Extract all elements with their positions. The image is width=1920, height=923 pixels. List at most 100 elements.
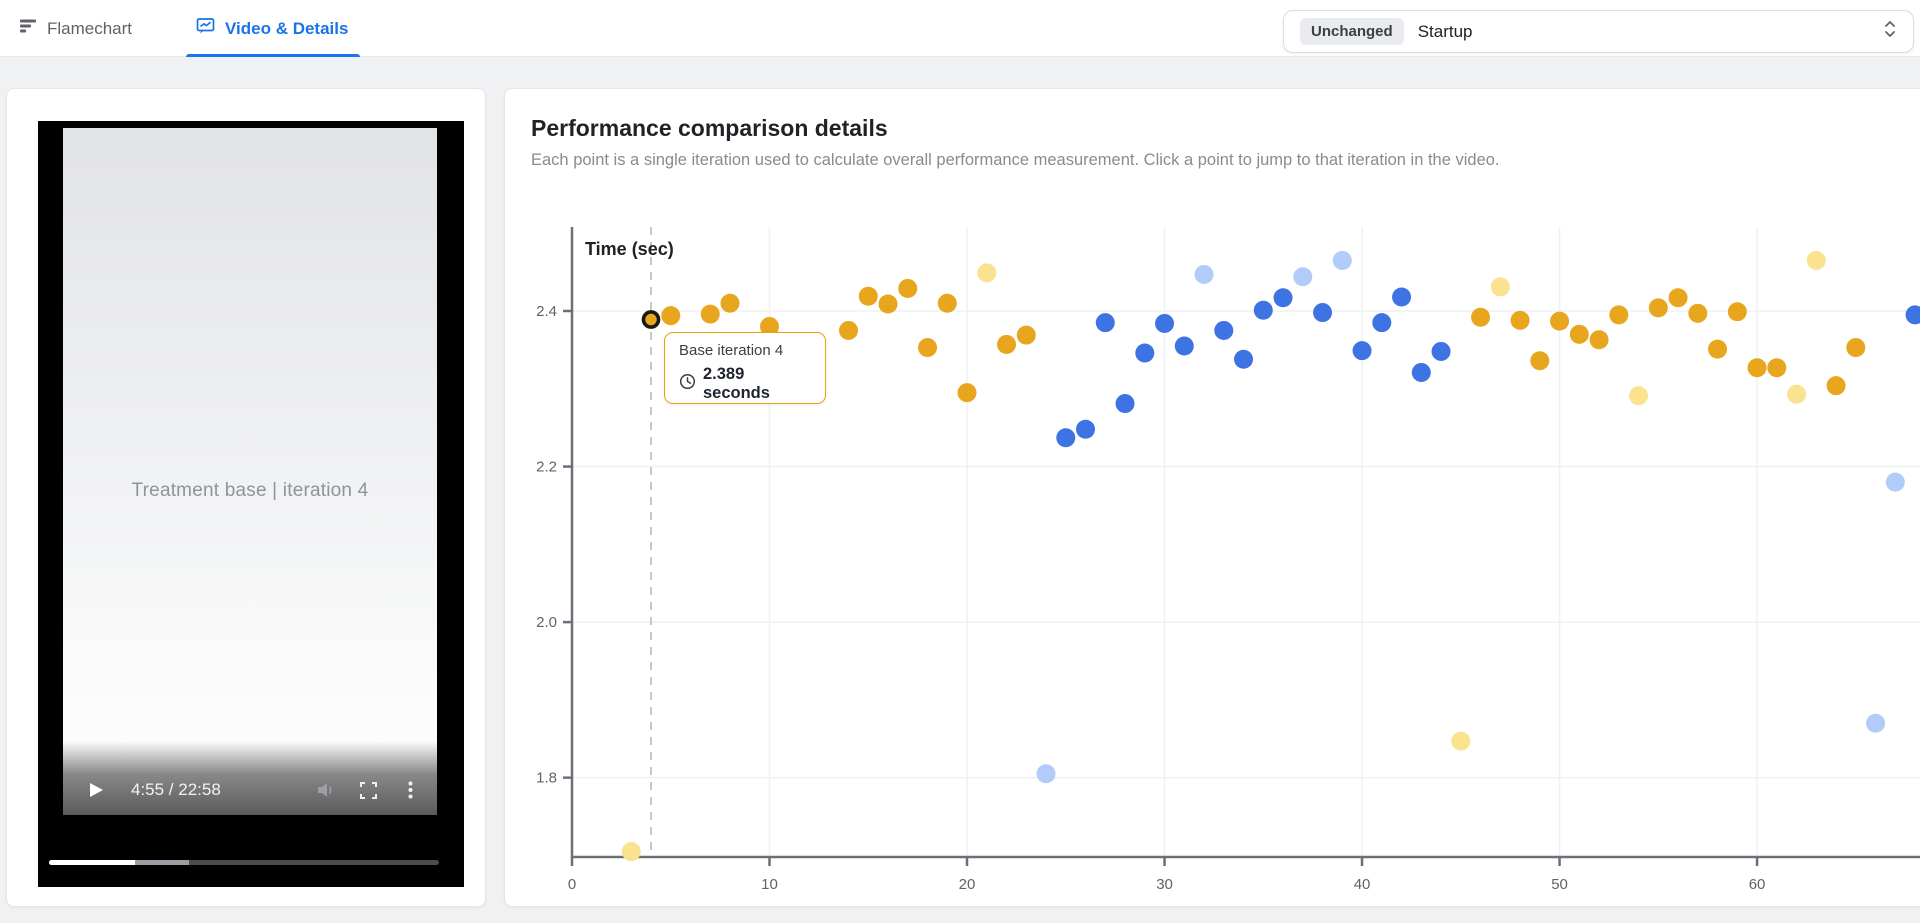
- clock-icon: [679, 373, 696, 395]
- video-progress-bar[interactable]: [49, 860, 439, 865]
- data-point-treatment[interactable]: [1313, 303, 1333, 323]
- data-point-base[interactable]: [1846, 338, 1866, 358]
- data-point-base[interactable]: [661, 306, 681, 326]
- data-point-base[interactable]: [997, 334, 1017, 354]
- data-point-treatment[interactable]: [1056, 428, 1076, 448]
- data-point-treatment[interactable]: [1115, 394, 1135, 414]
- data-point-base_faded[interactable]: [1451, 731, 1471, 751]
- data-point-base[interactable]: [1530, 351, 1550, 371]
- data-point-base[interactable]: [1826, 376, 1846, 396]
- x-tick-label: 40: [1354, 876, 1371, 893]
- data-point-base[interactable]: [858, 286, 878, 306]
- x-tick-label: 20: [959, 876, 976, 893]
- data-point-treatment_faded[interactable]: [1885, 472, 1905, 492]
- select-chevrons-icon: [1883, 18, 1897, 45]
- x-tick-label: 60: [1749, 876, 1766, 893]
- x-tick-label: 50: [1551, 876, 1568, 893]
- data-point-treatment_faded[interactable]: [1332, 250, 1352, 270]
- data-point-treatment[interactable]: [1431, 341, 1451, 361]
- data-point-treatment_faded[interactable]: [1866, 713, 1886, 733]
- data-point-treatment[interactable]: [1155, 313, 1175, 333]
- data-point-base[interactable]: [720, 293, 740, 313]
- data-point-base[interactable]: [878, 294, 898, 314]
- y-tick-label: 2.2: [536, 459, 557, 476]
- video-overlay-title: Treatment base | iteration 4: [131, 480, 369, 501]
- data-point-base[interactable]: [1016, 325, 1036, 345]
- data-point-treatment_faded[interactable]: [1194, 264, 1214, 284]
- data-point-base[interactable]: [1688, 303, 1708, 323]
- flamechart-icon: [20, 18, 37, 39]
- data-point-treatment[interactable]: [1135, 343, 1155, 363]
- data-point-base[interactable]: [1569, 324, 1589, 344]
- video-player[interactable]: Treatment base | iteration 4 4:55 / 22:5…: [38, 121, 464, 887]
- data-point-treatment[interactable]: [1076, 419, 1096, 439]
- point-tooltip: Base iteration 4 2.389 seconds: [664, 332, 826, 404]
- data-point-base[interactable]: [760, 317, 780, 337]
- comparison-select-value: Startup: [1417, 21, 1473, 41]
- data-point-treatment_faded[interactable]: [1036, 764, 1056, 784]
- data-point-treatment[interactable]: [1905, 305, 1920, 325]
- kebab-menu-icon[interactable]: [397, 777, 423, 803]
- tab-flamechart[interactable]: Flamechart: [20, 0, 132, 57]
- data-point-treatment[interactable]: [1273, 288, 1293, 308]
- video-time: 4:55 / 22:58: [131, 780, 221, 799]
- comparison-select[interactable]: Unchanged Startup: [1283, 10, 1914, 53]
- y-tick-label: 1.8: [536, 770, 557, 787]
- x-tick-label: 30: [1156, 876, 1173, 893]
- data-point-base[interactable]: [700, 304, 720, 324]
- tab-video-details-label: Video & Details: [225, 18, 349, 38]
- data-point-treatment[interactable]: [1372, 313, 1392, 333]
- data-point-treatment[interactable]: [1234, 349, 1254, 369]
- video-frame: Treatment base | iteration 4 4:55 / 22:5…: [63, 128, 437, 815]
- data-point-base[interactable]: [1471, 307, 1491, 327]
- video-progress-fill: [49, 860, 135, 865]
- data-point-treatment[interactable]: [1352, 341, 1372, 361]
- data-point-base_faded[interactable]: [1787, 384, 1807, 404]
- selected-data-point[interactable]: [641, 310, 661, 329]
- scatter-chart: 2.4 2.2 2.0 1.8 0 10 20 30 40 50 60 Time (sec): [536, 227, 1920, 893]
- data-point-base[interactable]: [1668, 288, 1688, 308]
- data-point-base[interactable]: [1550, 311, 1570, 331]
- tab-video-details[interactable]: Video & Details: [186, 0, 361, 57]
- data-point-base[interactable]: [1609, 305, 1629, 325]
- data-point-treatment_faded[interactable]: [1293, 267, 1313, 287]
- data-point-base_faded[interactable]: [1806, 250, 1826, 270]
- data-point-base_faded[interactable]: [621, 842, 641, 862]
- play-icon[interactable]: [83, 777, 109, 803]
- data-point-treatment[interactable]: [1095, 313, 1115, 333]
- performance-details-panel: Performance comparison details Each poin…: [504, 88, 1920, 907]
- data-point-base[interactable]: [1589, 330, 1609, 350]
- data-point-treatment[interactable]: [1253, 300, 1273, 320]
- data-point-base_faded[interactable]: [1629, 386, 1649, 406]
- data-point-base[interactable]: [1510, 310, 1530, 330]
- y-axis-title: Time (sec): [585, 239, 674, 259]
- data-point-base[interactable]: [1648, 298, 1668, 318]
- data-point-base[interactable]: [1708, 339, 1728, 359]
- data-point-base[interactable]: [1767, 358, 1787, 378]
- data-point-base[interactable]: [937, 293, 957, 313]
- status-badge: Unchanged: [1300, 18, 1404, 45]
- tooltip-title: Base iteration 4: [679, 342, 784, 359]
- y-tick-label: 2.4: [536, 303, 557, 320]
- data-point-treatment[interactable]: [1214, 320, 1234, 340]
- data-point-base[interactable]: [1727, 302, 1747, 322]
- tab-flamechart-label: Flamechart: [47, 18, 133, 38]
- x-tick-label: 10: [761, 876, 778, 893]
- tooltip-value: 2.389 seconds: [703, 365, 770, 402]
- data-point-base[interactable]: [839, 320, 859, 340]
- active-tab-underline: [186, 54, 361, 57]
- data-point-base_faded[interactable]: [1490, 277, 1510, 297]
- panel-subtitle: Each point is a single iteration used to…: [531, 151, 1500, 169]
- top-toolbar: Flamechart Video & Details Unchanged Sta…: [0, 0, 1920, 57]
- data-point-base[interactable]: [898, 278, 918, 298]
- data-point-treatment[interactable]: [1411, 362, 1431, 382]
- data-point-base[interactable]: [918, 338, 938, 358]
- data-point-treatment[interactable]: [1174, 336, 1194, 356]
- fullscreen-icon[interactable]: [355, 777, 381, 803]
- y-tick-label: 2.0: [536, 614, 557, 631]
- data-point-treatment[interactable]: [1392, 287, 1412, 307]
- data-point-base[interactable]: [957, 383, 977, 403]
- data-point-base[interactable]: [1747, 358, 1767, 378]
- data-point-base_faded[interactable]: [977, 263, 997, 283]
- volume-muted-icon[interactable]: [313, 777, 339, 803]
